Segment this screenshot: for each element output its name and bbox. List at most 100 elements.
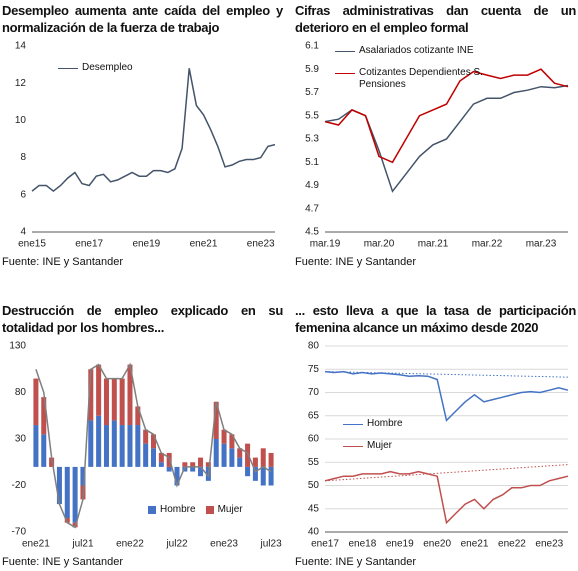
line xyxy=(324,470,569,525)
bar xyxy=(143,443,149,467)
bar xyxy=(158,462,164,467)
bar xyxy=(127,364,133,426)
bar xyxy=(64,518,70,523)
bar xyxy=(205,462,211,467)
chart-title: ... esto lleva a que la tasa de particip… xyxy=(295,303,576,335)
bar xyxy=(268,452,274,467)
y-tick-label: 6 xyxy=(20,189,26,200)
legend-label: Mujer xyxy=(217,504,243,515)
bar xyxy=(119,425,125,467)
y-tick-label: 75 xyxy=(308,364,320,375)
panel: Cifras administrativas dan cuenta de un … xyxy=(293,0,578,271)
legend-swatch xyxy=(58,68,78,69)
y-tick-label: 70 xyxy=(308,387,320,398)
y-tick-label: 50 xyxy=(308,480,320,491)
bar xyxy=(96,415,102,467)
chart: 40 45 50 55 60 65 70 75 80 ene17 ene18 ene19 ene20 en… xyxy=(308,341,569,550)
legend-item: Asalariados cotizante INE xyxy=(335,45,495,57)
trend-line xyxy=(324,371,569,378)
x-tick-label: mar.22 xyxy=(472,239,503,250)
line xyxy=(324,370,569,422)
bar xyxy=(88,369,94,421)
legend-item: Hombre xyxy=(343,418,403,430)
bar xyxy=(56,466,62,505)
source: Fuente: INE y Santander xyxy=(2,556,124,568)
x-tick-label: ene15 xyxy=(18,239,46,250)
chart: 4.5 4.7 4.9 5.1 5.3 5.5 5.7 5.9 6.1 mar.19 mar.20 m… xyxy=(305,41,569,250)
bar xyxy=(213,401,219,439)
x-tick-label: ene21 xyxy=(461,539,489,550)
bar xyxy=(198,466,204,477)
line xyxy=(324,84,569,193)
chart-title: Desempleo aumenta ante caída del empleo … xyxy=(2,3,283,35)
bar xyxy=(41,434,47,467)
y-tick-label: 14 xyxy=(15,41,27,52)
bar xyxy=(135,406,141,426)
bar xyxy=(198,457,204,467)
x-tick-label: ene22 xyxy=(498,539,526,550)
bar xyxy=(245,466,251,477)
bar xyxy=(119,378,125,426)
bar xyxy=(174,466,180,486)
x-tick-label: ene23 xyxy=(210,539,238,550)
bar xyxy=(221,443,227,467)
bar xyxy=(143,429,149,444)
chart-title: Destrucción de empleo explicado en su to… xyxy=(2,303,283,335)
x-tick-label: ene20 xyxy=(423,539,451,550)
bar xyxy=(64,466,70,519)
x-tick-label: jul23 xyxy=(260,539,283,550)
y-tick-label: 5.7 xyxy=(305,87,319,98)
legend-swatch xyxy=(335,73,355,74)
legend-label: Cotizantes Dependientes S. Pensiones xyxy=(359,67,483,90)
bar xyxy=(190,462,196,467)
legend-label: Asalariados cotizante INE xyxy=(359,45,474,56)
chart-title: Cifras administrativas dan cuenta de un … xyxy=(295,3,576,35)
x-tick-label: mar.23 xyxy=(526,239,557,250)
legend-swatch xyxy=(343,424,363,425)
x-tick-label: jul22 xyxy=(165,539,188,550)
y-tick-label: 5.1 xyxy=(305,157,319,168)
x-tick-label: jul21 xyxy=(71,539,94,550)
y-tick-label: 6.1 xyxy=(305,41,319,52)
legend-swatch xyxy=(205,506,214,514)
legend: Hombre Mujer xyxy=(343,418,403,462)
y-tick-label: -70 xyxy=(12,527,27,538)
y-tick-label: 12 xyxy=(15,78,27,89)
legend: Desempleo xyxy=(58,62,133,84)
bar xyxy=(150,448,157,467)
x-tick-label: ene21 xyxy=(190,239,218,250)
line xyxy=(31,68,276,193)
panel: Destrucción de empleo explicado en su to… xyxy=(0,300,285,571)
source: Fuente: INE y Santander xyxy=(2,256,124,268)
bar xyxy=(41,397,47,435)
bar xyxy=(127,425,133,467)
y-tick-label: 55 xyxy=(308,457,320,468)
x-tick-label: ene17 xyxy=(311,539,339,550)
x-tick-label: ene19 xyxy=(386,539,414,550)
bar xyxy=(33,378,39,426)
bar xyxy=(88,420,94,467)
y-tick-label: 5.9 xyxy=(305,64,319,75)
y-tick-label: 4.7 xyxy=(305,203,319,214)
legend-label: Mujer xyxy=(367,440,393,451)
y-tick-label: -20 xyxy=(12,480,27,491)
source: Fuente: INE y Santander xyxy=(295,256,417,268)
x-tick-label: ene17 xyxy=(75,239,103,250)
y-tick-label: 60 xyxy=(308,434,320,445)
x-tick-label: ene21 xyxy=(22,539,50,550)
line xyxy=(324,68,569,164)
bar xyxy=(268,466,274,486)
y-tick-label: 45 xyxy=(308,503,320,514)
chart: -70 -20 30 80 130 ene21 jul21 ene22 jul22 ene23 ju… xyxy=(9,341,283,550)
y-tick-label: 80 xyxy=(15,387,27,398)
y-tick-label: 130 xyxy=(9,341,26,352)
bar xyxy=(213,439,219,467)
bar xyxy=(252,466,258,481)
y-tick-label: 65 xyxy=(308,410,320,421)
bar xyxy=(111,420,117,467)
legend-item: Hombre xyxy=(138,504,196,516)
legend: Hombre Mujer xyxy=(138,504,243,526)
legend-label: Desempleo xyxy=(82,62,133,73)
bar xyxy=(252,457,258,467)
